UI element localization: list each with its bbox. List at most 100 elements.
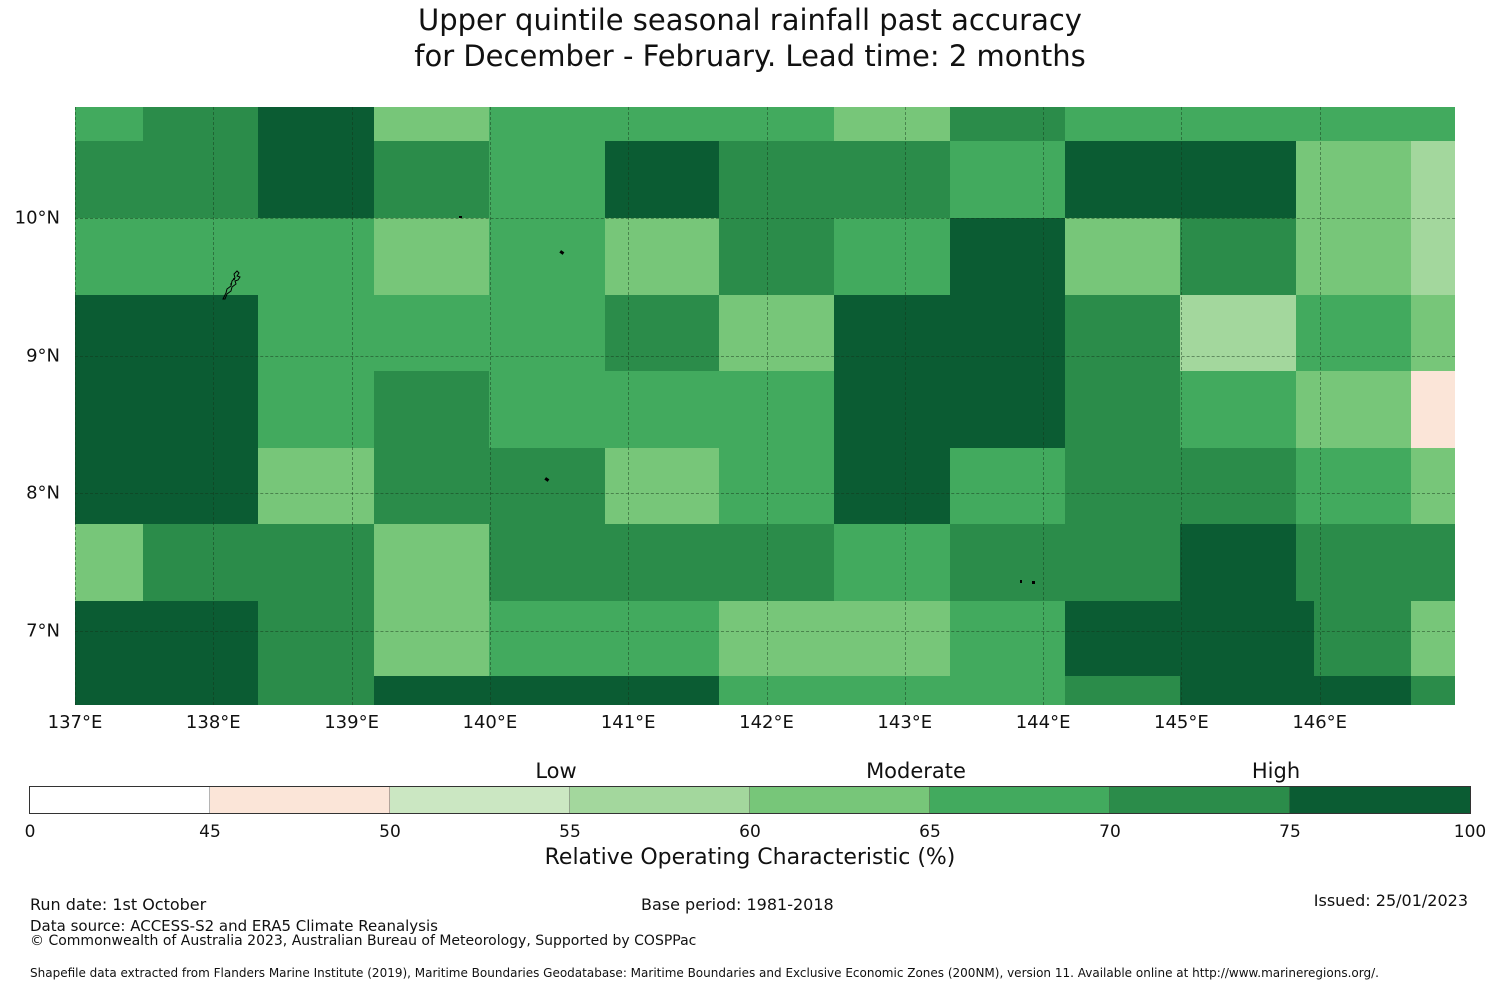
heatmap-cell [1065,295,1180,371]
heatmap-cell [1180,218,1297,296]
gridline-vertical [766,107,768,705]
heatmap-cell [75,107,143,142]
heatmap-cell [834,295,1066,371]
heatmap-cell [719,600,951,677]
heatmap-cell [1180,295,1297,371]
x-tick-label: 139°E [324,712,379,733]
heatmap-cell [257,295,605,371]
gridline-vertical [75,107,76,705]
heatmap-row [75,295,1455,371]
x-tick-label: 143°E [877,712,933,733]
colorbar-category-label: Moderate [866,759,966,783]
footer-data-source: Data source: ACCESS-S2 and ERA5 Climate … [30,917,438,935]
islet-dot-icon [1019,580,1023,583]
islet-dot-icon [1032,581,1035,584]
colorbar-segment [1290,787,1470,813]
colorbar-category-label: High [1251,759,1301,783]
heatmap-cell [488,141,605,219]
heatmap-row [75,523,1455,601]
heatmap-cell [950,141,1066,219]
heatmap-cell [1065,107,1455,142]
heatmap-cell [1065,676,1180,705]
heatmap-cell [1065,448,1297,524]
heatmap-cell [1180,371,1297,448]
colorbar-tick-label: 70 [1099,822,1121,842]
footer-run-date: Run date: 1st October [30,895,207,914]
heatmap-cell [75,676,258,705]
heatmap-cell [1410,141,1455,219]
heatmap-cell [373,448,605,524]
gridline-vertical [489,107,491,705]
colorbar-segment [30,787,210,813]
colorbar-axis-label: Relative Operating Characteristic (%) [544,845,956,870]
colorbar-tick-label: 50 [379,822,401,842]
colorbar-tick-label: 55 [559,822,581,842]
heatmap-cell [257,600,374,677]
colorbar-tick-label: 0 [24,822,36,842]
x-tick-label: 140°E [462,712,518,733]
heatmap-row [75,600,1455,677]
heatmap-cell [1296,218,1411,296]
gridline-vertical [351,107,353,705]
x-tick-label: 138°E [185,712,241,733]
colorbar-tick-label: 45 [199,822,221,842]
heatmap-cell [75,523,143,601]
heatmap-cell [257,448,374,524]
heatmap-cell [719,448,835,524]
heatmap-cell [75,448,258,524]
colorbar-segment [930,787,1110,813]
y-tick-label: 9°N [26,345,60,367]
heatmap-cell [1410,295,1455,371]
heatmap-cell [1410,218,1455,296]
heatmap-cell [1065,141,1297,219]
heatmap-row [75,448,1455,524]
heatmap-row [75,218,1455,296]
gridline-vertical [628,107,630,705]
chart-title-line1: Upper quintile seasonal rainfall past ac… [418,3,1082,37]
heatmap-cell [488,523,835,601]
x-tick-label: 146°E [1292,712,1348,733]
heatmap-cell [488,107,835,142]
heatmap-row [75,676,1455,705]
heatmap-cell [1180,676,1411,705]
gridline-horizontal [75,630,1455,632]
gridline-vertical [904,107,906,705]
gridline-vertical [1181,107,1183,705]
heatmap-cell [719,676,1066,705]
x-tick-label: 145°E [1154,712,1209,733]
heatmap-cell [373,676,720,705]
colorbar-segment [390,787,570,813]
chart-title-line2: for December - February. Lead time: 2 mo… [414,39,1086,73]
heatmap-cell [373,523,489,601]
heatmap-cell [1296,141,1411,219]
x-tick-label: 141°E [600,712,656,733]
footer-shapefile-note: Shapefile data extracted from Flanders M… [30,966,1379,980]
colorbar-tick-label: 65 [919,822,941,842]
x-tick-label: 137°E [47,712,103,733]
heatmap-cell [834,523,951,601]
heatmap-cell [373,600,489,677]
heatmap-cell [950,218,1066,296]
heatmap-row [75,141,1455,219]
gridline-horizontal [75,355,1455,357]
heatmap-cell [488,600,720,677]
heatmap-cell [75,141,258,219]
heatmap-cell [1410,600,1455,677]
heatmap-cell [950,448,1066,524]
colorbar-tick-label: 75 [1279,822,1301,842]
heatmap-cell [1410,371,1455,448]
gridline-horizontal [75,218,1455,220]
heatmap-cell [1314,600,1411,677]
heatmap-cell [373,107,489,142]
y-tick-label: 7°N [26,620,60,642]
y-tick-label: 8°N [26,482,60,504]
heatmap-cell [257,141,374,219]
heatmap-cell [488,371,835,448]
gridline-vertical [213,107,215,705]
heatmap-cell [1065,600,1315,677]
x-tick-label: 142°E [739,712,794,733]
heatmap-cell [950,600,1066,677]
heatmap-cell [834,107,951,142]
heatmap-cell [373,218,489,296]
heatmap-cell [142,523,374,601]
